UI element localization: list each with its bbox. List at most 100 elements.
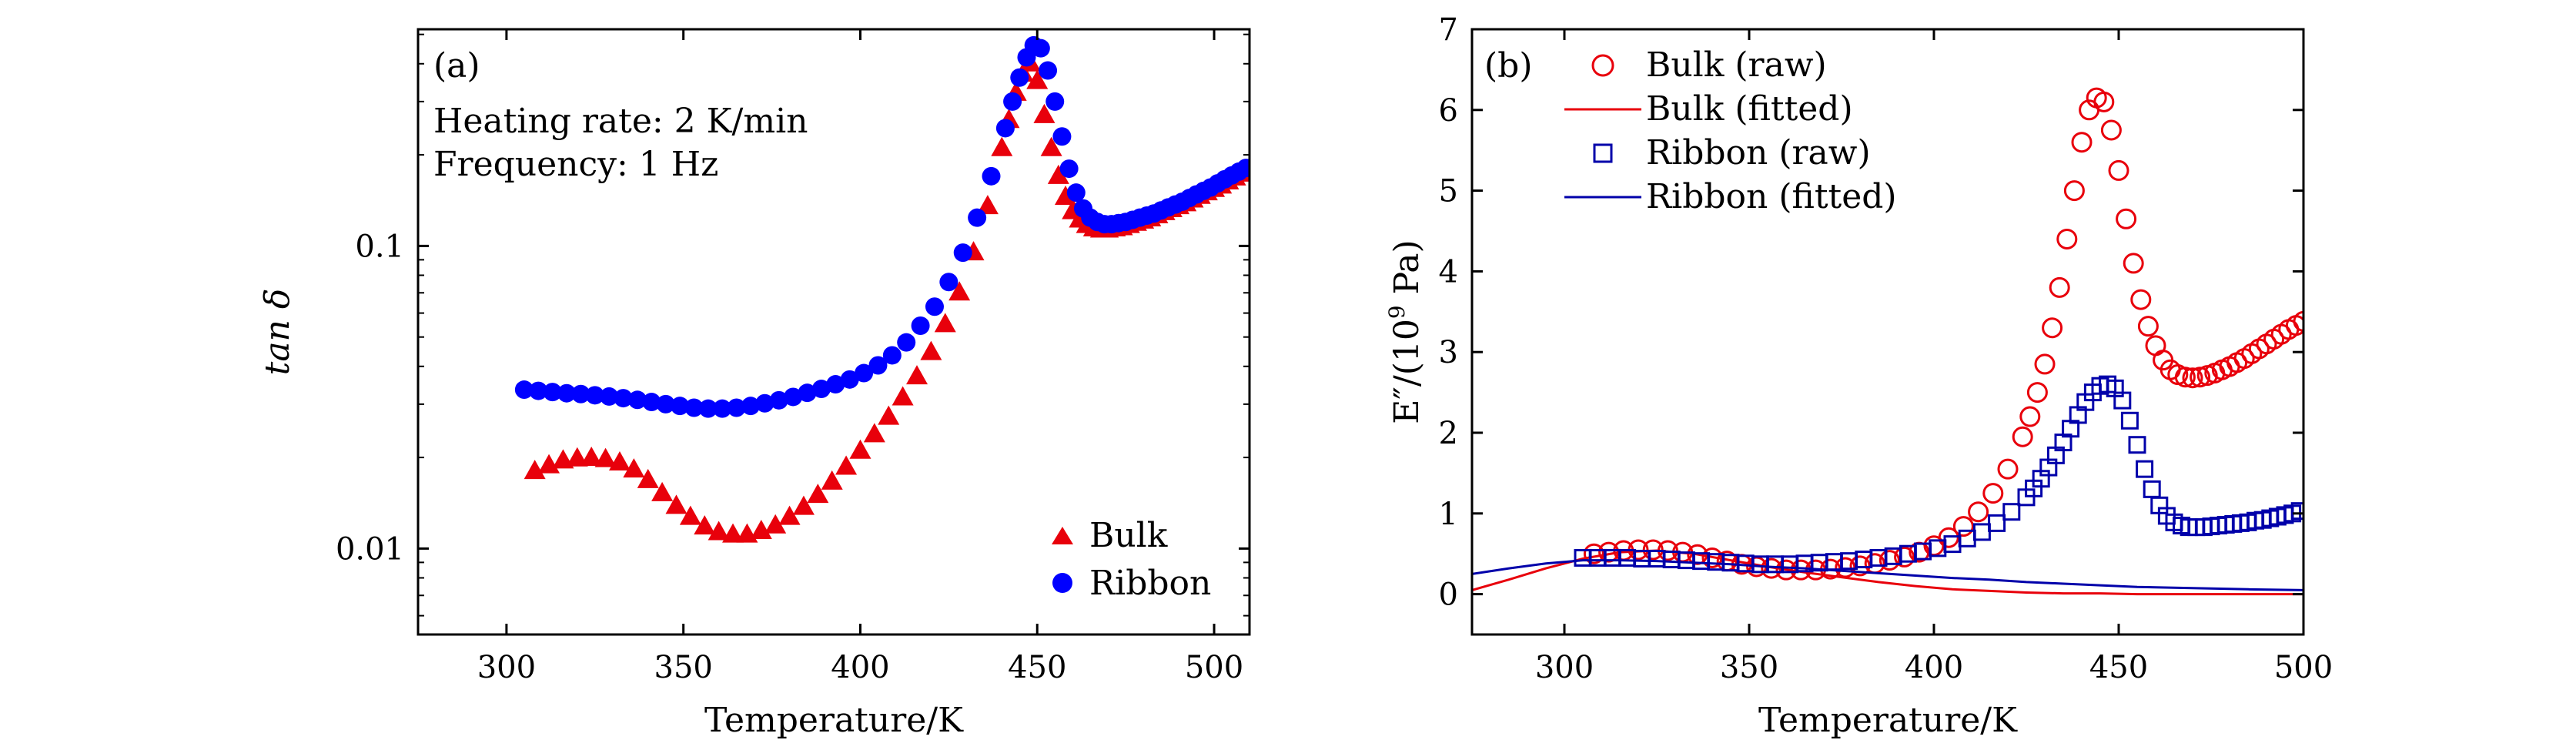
legend-ribbon-label: Ribbon [1089, 564, 1211, 603]
panel-b-bulk-raw-point [2019, 406, 2041, 427]
panel-a-label: (a) [433, 46, 480, 85]
panel-b-bulk-raw-point [1849, 555, 1871, 577]
panel-b-x-tick-label: 400 [1905, 650, 1963, 685]
panel-b-bulk-raw-point [1952, 516, 1974, 537]
panel-b-ribbon-raw-point [2290, 502, 2303, 521]
legend-ribbon-raw-label: Ribbon (raw) [1646, 133, 1871, 172]
panel-a-bulk-point [580, 446, 603, 466]
panel-b-plot-area [1472, 87, 2303, 596]
panel-b-ribbon-raw-point [2136, 460, 2154, 478]
panel-a-bulk-point [524, 460, 546, 480]
panel-b-legend: Bulk (raw) Bulk (fitted) Ribbon (raw) Ri… [1564, 45, 1897, 216]
panel-a-x-tick-label: 450 [1008, 650, 1066, 685]
panel-a-ribbon-point [514, 380, 534, 400]
panel-b-series-ribbon-fitted-line [1472, 559, 2303, 591]
panel-a-ribbon-point [671, 397, 690, 416]
panel-a-ribbon-point [627, 390, 647, 410]
panel-b-y-tick-label: 0 [1439, 578, 1458, 613]
panel-b-y-axis-title-main: E″/(10 [1387, 319, 1427, 424]
panel-a-x-tick-label: 350 [654, 650, 713, 685]
panel-a-ribbon-point [995, 119, 1015, 138]
panel-a-ribbon-point [911, 316, 930, 335]
panel-b-bulk-raw-point [2293, 310, 2303, 332]
panel-b-ticks: 300 350 400 450 500 0 1 2 3 4 5 6 7 [1439, 12, 2333, 685]
panel-a-ribbon-point [840, 370, 859, 389]
panel-b-y-axis-title-sup: 9 [1384, 305, 1410, 319]
panel-a-bulk-point [708, 521, 730, 541]
panel-b-y-tick-label: 3 [1439, 335, 1458, 370]
panel-b-bulk-raw-point [2056, 228, 2078, 249]
panel-b-bulk-raw-point [2049, 276, 2070, 298]
panel-b-bulk-raw-point [1938, 527, 1959, 548]
panel-b-bulk-raw-point [2123, 253, 2144, 274]
panel-a-bulk-point [1047, 164, 1069, 184]
panel-a-ribbon-point [953, 243, 972, 263]
panel-b-x-tick-label: 350 [1720, 650, 1778, 685]
legend-ribbon-raw-marker [1593, 143, 1613, 163]
panel-b-bulk-raw-point [2063, 180, 2085, 202]
panel-b-bulk-raw-point [2108, 159, 2129, 181]
legend-bulk-raw-label: Bulk (raw) [1646, 45, 1827, 85]
panel-a-ribbon-point [1236, 159, 1250, 178]
panel-b-bulk-raw-point [2100, 119, 2122, 141]
legend-bulk-raw-marker [1591, 54, 1614, 77]
panel-a-bulk-point [821, 470, 843, 490]
panel-a-plot-area [514, 35, 1250, 543]
panel-a-x-axis-title: Temperature/K [704, 701, 964, 740]
panel-b-bulk-raw-point [1642, 539, 1664, 561]
panel-b-bulk-raw-point [2174, 367, 2196, 388]
panel-a-x-tick-label: 300 [477, 650, 536, 685]
panel-a-ribbon-point [798, 383, 817, 403]
panel-b-marks [1472, 87, 2303, 596]
panel-b-x-tick-label: 450 [2089, 650, 2148, 685]
panel-b-ribbon-raw-point [2143, 480, 2161, 498]
panel-b-ribbon-raw-point [2128, 436, 2146, 454]
panel-b-ribbon-raw-point [2120, 411, 2139, 430]
panel-b-chart: 300 350 400 450 500 0 1 2 3 4 5 6 7 (b) Temperature/… [1384, 12, 2333, 740]
legend-bulk-fitted-label: Bulk (fitted) [1646, 89, 1853, 129]
panel-b-bulk-raw-point [2042, 317, 2063, 339]
panel-a-bulk-point [835, 455, 858, 475]
panel-a-ribbon-point [1066, 183, 1086, 203]
panel-a-legend: Bulk Ribbon [1052, 516, 1211, 603]
panel-a-ticks: 300 350 400 450 500 0.01 0.1 [336, 29, 1250, 685]
panel-a-bulk-point [651, 481, 674, 501]
panel-a-ribbon-point [855, 363, 874, 383]
panel-a-ribbon-point [684, 398, 704, 417]
panel-a-ribbon-point [1003, 92, 1022, 111]
panel-b-x-axis-title: Temperature/K [1758, 701, 2018, 740]
panel-a-ribbon-point [585, 386, 604, 405]
panel-a-ribbon-point [713, 399, 732, 418]
panel-b-plot-frame [1470, 28, 2305, 636]
panel-a-ribbon-point [982, 166, 1001, 186]
panel-a-bulk-point [608, 451, 631, 471]
panel-a-bulk-point [792, 495, 815, 515]
panel-a-bulk-point [1033, 103, 1055, 123]
panel-a-bulk-point [976, 195, 999, 215]
panel-a-ribbon-point [811, 380, 831, 399]
panel-a-ribbon-point [1045, 92, 1065, 111]
panel-a-bulk-point [1026, 69, 1049, 89]
panel-a-ribbon-point [897, 333, 916, 352]
panel-a-bulk-point [637, 468, 659, 488]
panel-a-ribbon-point [656, 394, 675, 414]
panel-b-y-tick-label: 2 [1439, 416, 1458, 451]
panel-a-bulk-point [1040, 136, 1062, 156]
panel-a-ribbon-point [1052, 127, 1072, 146]
panel-b-bulk-raw-point [1997, 458, 2019, 480]
panel-b-y-tick-label: 4 [1439, 254, 1458, 290]
panel-a-bulk-point [778, 505, 801, 525]
panel-a-bulk-point [920, 340, 942, 360]
panel-a-bulk-point [906, 365, 928, 385]
panel-a-ribbon-point [1010, 68, 1029, 87]
panel-a-bulk-point [665, 494, 687, 514]
panel-a-bulk-point [594, 447, 617, 467]
panel-a-bulk-point [849, 439, 871, 459]
panel-b-bulk-raw-point [1583, 543, 1604, 564]
panel-a-bulk-point [750, 520, 772, 540]
panel-a-ribbon-point [557, 383, 577, 403]
panel-a-marks [514, 35, 1250, 543]
panel-a-bulk-point [807, 484, 829, 504]
panel-b-bulk-raw-point [1894, 546, 1915, 568]
panel-a-ribbon-point [529, 381, 548, 400]
